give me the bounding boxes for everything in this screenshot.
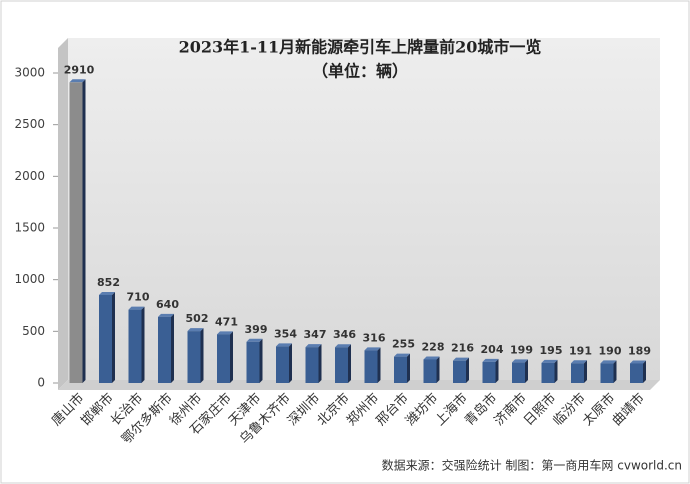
value-label: 190: [599, 344, 622, 357]
bar-side: [554, 359, 558, 383]
bar: [541, 362, 555, 383]
value-label: 2910: [64, 63, 95, 76]
bar: [69, 82, 83, 384]
y-tick-label: 1000: [14, 272, 45, 286]
source: 数据来源：交强险统计 制图：第一商用车网 cvworld.cn: [382, 458, 682, 473]
bar: [99, 294, 112, 383]
bar-side: [318, 344, 322, 383]
bar-side: [259, 338, 263, 383]
bar: [187, 331, 201, 383]
bar: [158, 316, 171, 383]
bar: [276, 346, 289, 383]
bar: [217, 334, 230, 383]
bar-top: [246, 338, 263, 342]
value-label: 347: [304, 328, 327, 341]
value-label: 354: [274, 327, 297, 340]
value-label: 216: [451, 342, 474, 355]
side-wall: [58, 38, 68, 390]
bar-top: [69, 79, 86, 83]
bar: [335, 347, 348, 383]
value-label: 316: [363, 331, 386, 344]
bar-side: [230, 331, 233, 383]
bar-side: [377, 347, 381, 383]
bar-top: [453, 357, 469, 361]
bar-top: [217, 331, 233, 335]
bar: [512, 362, 525, 383]
y-tick-label: 500: [22, 324, 45, 338]
y-tick-label: 1500: [14, 221, 45, 235]
y-tick-label: 2000: [14, 169, 45, 183]
bar: [453, 360, 466, 383]
bar-top: [99, 291, 115, 295]
bar-side: [289, 343, 292, 383]
bar-side: [171, 313, 174, 383]
value-label: 710: [127, 291, 150, 304]
chart-subtitle: （单位：辆）: [312, 62, 408, 81]
y-tick-label: 0: [37, 376, 45, 390]
bar: [128, 309, 142, 383]
bar-top: [394, 353, 410, 357]
bar-top: [158, 313, 174, 317]
value-label: 195: [540, 344, 563, 357]
value-label: 346: [333, 328, 356, 341]
bar-side: [643, 360, 646, 383]
bar-side: [495, 358, 499, 383]
bar-top: [276, 343, 292, 347]
bar-side: [407, 353, 410, 383]
bar-top: [571, 360, 587, 364]
bar-side: [112, 291, 115, 383]
value-label: 189: [628, 344, 651, 357]
value-label: 852: [97, 276, 120, 289]
y-tick-label: 3000: [14, 66, 45, 80]
bar-top: [423, 356, 440, 360]
bar-side: [141, 306, 145, 383]
bar-side: [613, 360, 617, 383]
bar: [423, 359, 437, 383]
value-label: 471: [215, 315, 238, 328]
bar: [394, 356, 407, 383]
back-wall: [68, 38, 660, 380]
bar-side: [584, 360, 587, 383]
bar: [630, 363, 643, 383]
bar-top: [541, 359, 558, 363]
bar-top: [600, 360, 617, 364]
value-label: 204: [481, 343, 504, 356]
y-tick-label: 2500: [14, 117, 45, 131]
bar-top: [630, 360, 646, 364]
bar: [305, 347, 319, 383]
bar-top: [482, 358, 499, 362]
bar-side: [82, 79, 86, 384]
value-label: 228: [422, 340, 445, 353]
value-label: 399: [245, 323, 268, 336]
bar-top: [305, 344, 322, 348]
bar-side: [436, 356, 440, 383]
bar-top: [512, 359, 528, 363]
chart-title: 2023年1-11月新能源牵引车上牌量前20城市一览: [179, 38, 542, 57]
bar: [571, 363, 584, 383]
value-label: 640: [156, 298, 179, 311]
bar-top: [128, 306, 145, 310]
bar-top: [187, 328, 204, 332]
bar-top: [364, 347, 381, 351]
value-label: 502: [186, 312, 209, 325]
bar-side: [525, 359, 528, 383]
bar: [482, 361, 496, 383]
bar: [600, 363, 614, 383]
floor: [58, 380, 660, 390]
bar-side: [348, 344, 351, 383]
bar-top: [335, 344, 351, 348]
bar-side: [200, 328, 204, 383]
bar: [246, 341, 260, 383]
bar: [364, 350, 378, 383]
value-label: 199: [510, 343, 533, 356]
value-label: 191: [569, 344, 592, 357]
bar-side: [466, 357, 469, 383]
value-label: 255: [392, 338, 415, 351]
